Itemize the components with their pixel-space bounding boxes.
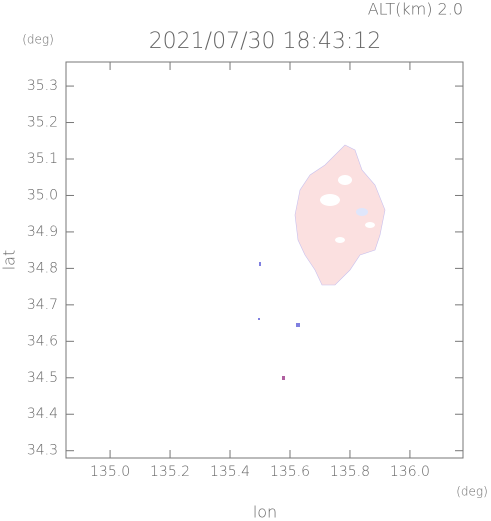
y-tick-label: 34.5 bbox=[27, 370, 58, 386]
y-unit: (deg) bbox=[22, 33, 54, 47]
y-axis-label: lat bbox=[0, 250, 19, 271]
y-tick-label: 34.7 bbox=[27, 297, 58, 313]
y-tick-label: 34.4 bbox=[27, 406, 58, 422]
x-tick-label: 135.2 bbox=[150, 464, 190, 480]
x-axis-label: lon bbox=[253, 503, 277, 521]
altitude: ALT(km) 2.0 bbox=[368, 0, 463, 19]
y-tick-label: 35.3 bbox=[27, 78, 58, 94]
chart-title: 2021/07/30 18:43:12 bbox=[149, 29, 382, 54]
y-tick-label: 34.6 bbox=[27, 333, 58, 349]
x-tick-label: 136.0 bbox=[390, 464, 430, 480]
y-tick-label: 34.3 bbox=[27, 443, 58, 459]
y-tick-label: 34.8 bbox=[27, 260, 58, 276]
x-tick-label: 135.4 bbox=[210, 464, 250, 480]
y-tick-label: 35.0 bbox=[27, 187, 58, 203]
y-tick-label: 34.9 bbox=[27, 224, 58, 240]
x-tick-label: 135.6 bbox=[270, 464, 310, 480]
y-tick-label: 35.1 bbox=[27, 151, 58, 167]
x-tick-label: 135.8 bbox=[330, 464, 370, 480]
echo bbox=[258, 144, 386, 380]
plot-frame bbox=[65, 61, 464, 459]
y-tick-label: 35.2 bbox=[27, 115, 58, 131]
x-unit: (deg) bbox=[456, 485, 488, 499]
x-tick-label: 135.0 bbox=[90, 464, 130, 480]
